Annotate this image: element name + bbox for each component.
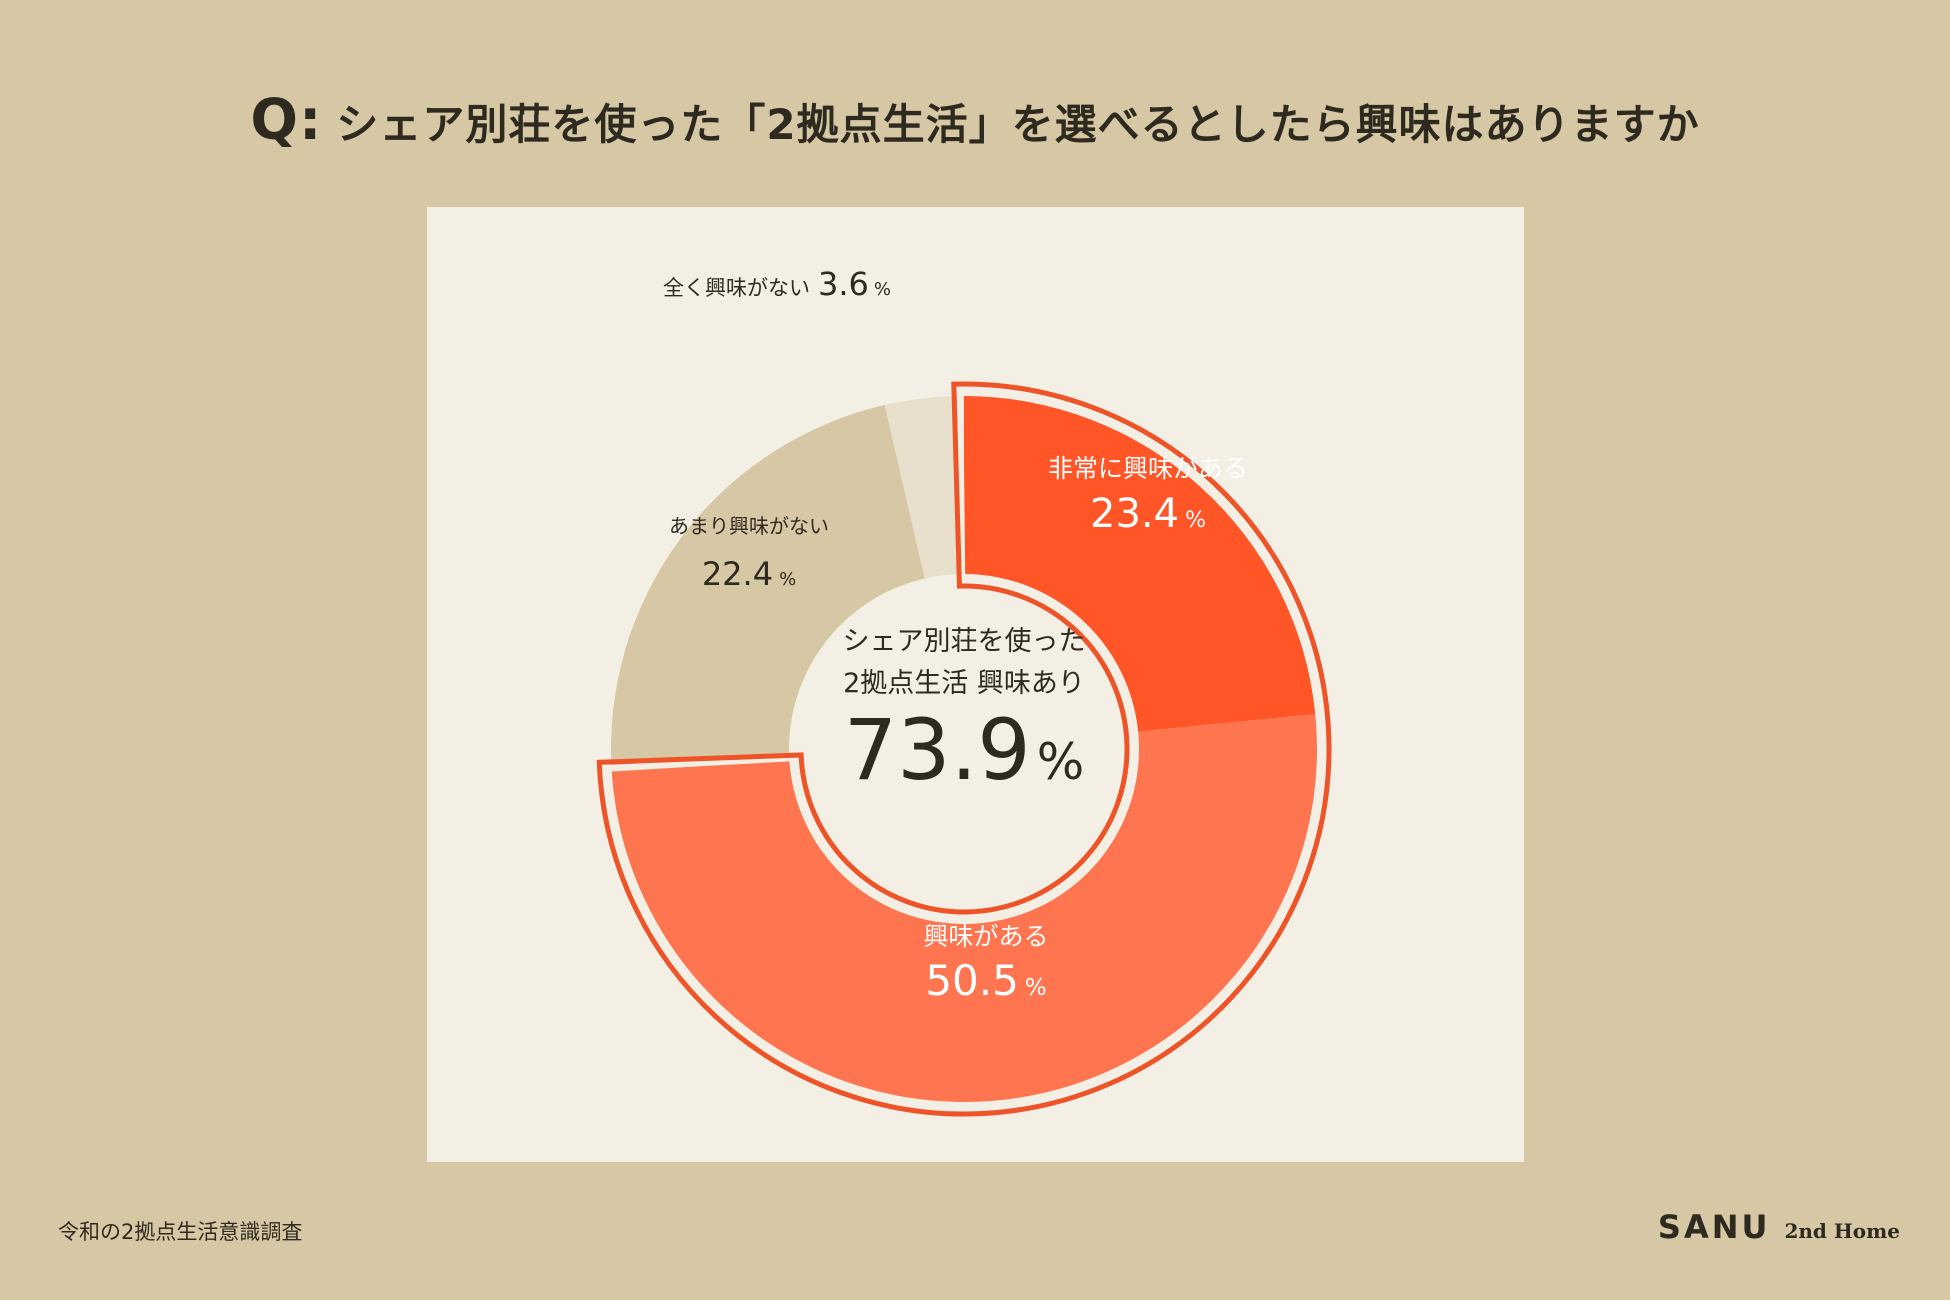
slice-value-number-3: 3.6 <box>818 265 869 303</box>
center-value-number: 73.9 <box>844 701 1031 799</box>
slice-label-0: 非常に興味がある <box>1048 454 1248 483</box>
slice-value-number-1: 50.5 <box>925 956 1019 1005</box>
slice-value-unit-3: % <box>874 279 891 300</box>
slice-label-2: あまり興味がない <box>669 514 829 538</box>
brand-sub: 2nd Home <box>1784 1219 1900 1243</box>
slice-value-2: 22.4% <box>702 555 796 593</box>
slice-value-unit-2: % <box>779 569 796 590</box>
slice-value-unit-1: % <box>1025 975 1047 1001</box>
slice-2 <box>611 405 925 772</box>
slice-value-0: 23.4% <box>1090 491 1206 537</box>
center-value: 73.9% <box>844 701 1085 799</box>
slice-3 <box>884 396 964 579</box>
center-line-1: シェア別荘を使った <box>843 626 1086 657</box>
chart-title: Q: シェア別荘を使った「2拠点生活」を選べるとしたら興味はありますか <box>0 88 1950 153</box>
slice-value-1: 50.5% <box>925 956 1046 1005</box>
brand-logo: SANU 2nd Home <box>1658 1208 1900 1246</box>
survey-source: 令和の2拠点生活意識調査 <box>58 1220 303 1244</box>
slice-value-unit-0: % <box>1185 508 1206 533</box>
slice-value-number-0: 23.4 <box>1090 491 1179 537</box>
highlight-outline <box>596 381 1332 1117</box>
highlight-inner-gap <box>603 388 1325 1110</box>
slice-1 <box>611 714 1318 1103</box>
question-prefix: Q: <box>250 88 323 153</box>
center-line-2: 2拠点生活 興味あり <box>843 668 1085 699</box>
question-text: シェア別荘を使った「2拠点生活」を選べるとしたら興味はありますか <box>336 100 1700 149</box>
slice-label-3: 全く興味がない 3.6% <box>663 265 891 303</box>
chart-panel: 非常に興味がある 23.4% 興味がある 50.5% あまり興味がない 22.4% 全く興味… <box>427 207 1524 1162</box>
slice-label-1: 興味がある <box>923 922 1048 951</box>
slice-value-number-2: 22.4 <box>702 555 773 593</box>
center-value-unit: % <box>1037 733 1085 791</box>
slice-0 <box>964 396 1316 732</box>
brand-name: SANU <box>1657 1208 1771 1246</box>
slice-label-text-3: 全く興味がない <box>663 276 810 300</box>
